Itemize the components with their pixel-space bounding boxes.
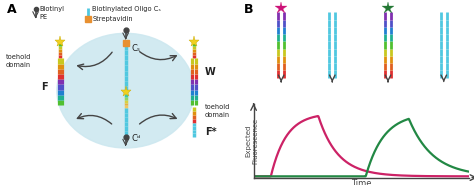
Text: Streptavidin: Streptavidin bbox=[92, 16, 133, 22]
Ellipse shape bbox=[57, 33, 194, 148]
Text: B: B bbox=[244, 3, 254, 16]
Text: $\mathbf{F_{green}}$: $\mathbf{F_{green}}$ bbox=[374, 0, 402, 3]
X-axis label: Time: Time bbox=[351, 179, 372, 185]
Text: toehold
domain: toehold domain bbox=[6, 54, 31, 68]
Text: Biotinylated Oligo Cₛ: Biotinylated Oligo Cₛ bbox=[92, 6, 161, 12]
Text: A: A bbox=[7, 3, 17, 16]
Text: Cₛ: Cₛ bbox=[131, 44, 140, 53]
Y-axis label: Expected
Fluorescence: Expected Fluorescence bbox=[246, 117, 259, 164]
Text: F: F bbox=[42, 82, 48, 92]
Text: $\mathbf{F_{red}}$: $\mathbf{F_{red}}$ bbox=[272, 0, 291, 3]
Text: $\mathbf{F^*}$: $\mathbf{F^*}$ bbox=[326, 0, 338, 3]
Text: $\mathbf{F^*}$: $\mathbf{F^*}$ bbox=[438, 0, 450, 3]
Text: Biotinyl
PE: Biotinyl PE bbox=[39, 6, 64, 20]
Text: toehold
domain: toehold domain bbox=[205, 104, 230, 118]
Text: W: W bbox=[205, 67, 216, 77]
Text: Cᵈ: Cᵈ bbox=[131, 134, 141, 143]
Text: F*: F* bbox=[205, 127, 217, 137]
